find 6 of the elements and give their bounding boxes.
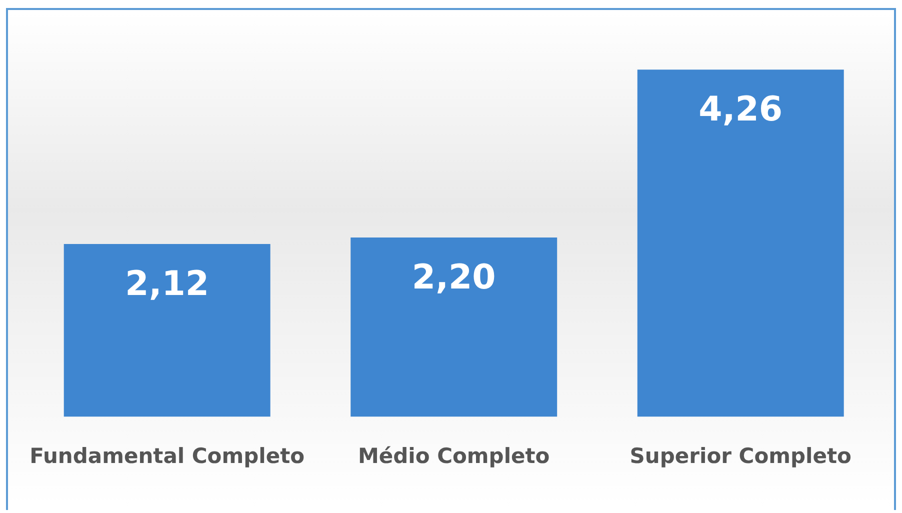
x-tick-label: Fundamental Completo xyxy=(30,444,305,468)
x-tick-label: Médio Completo xyxy=(358,444,550,468)
data-label: 4,26 xyxy=(698,89,783,130)
x-tick-label: Superior Completo xyxy=(630,444,852,468)
data-label: 2,12 xyxy=(125,264,210,304)
data-label: 2,20 xyxy=(412,257,496,298)
